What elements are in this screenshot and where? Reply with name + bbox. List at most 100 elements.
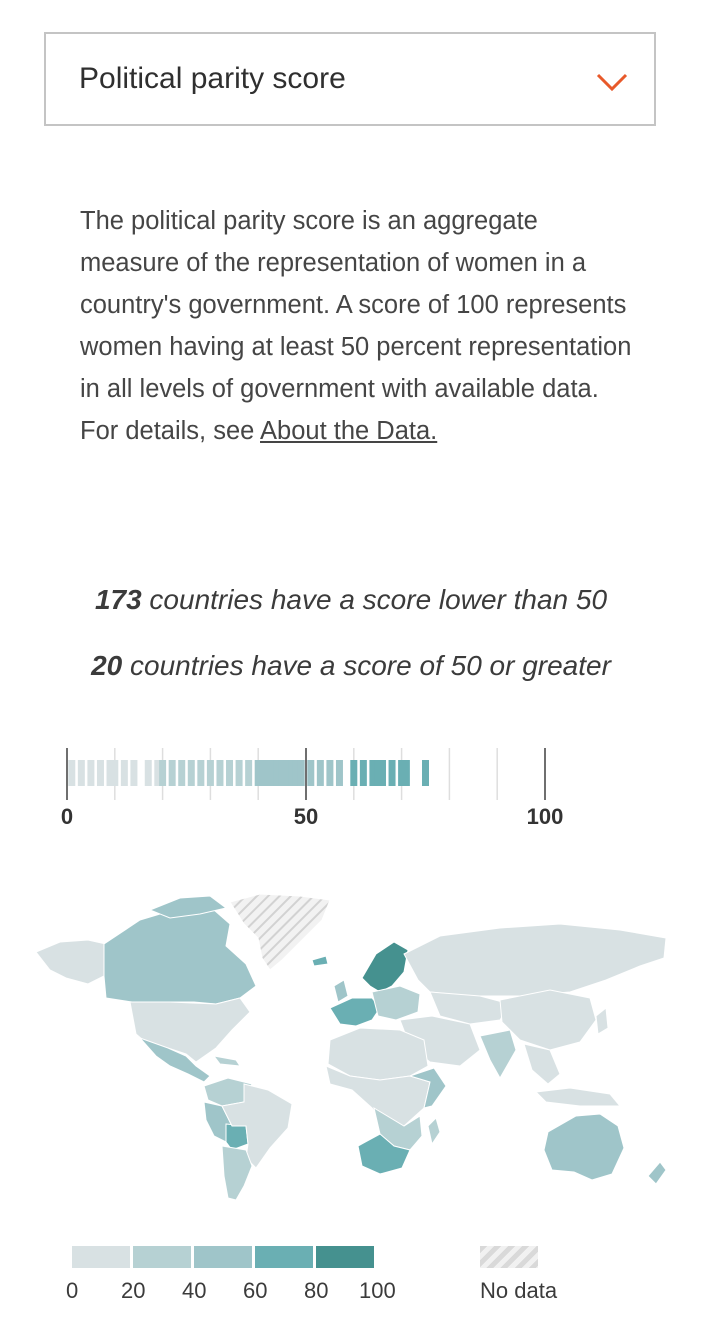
legend-swatch-no-data bbox=[480, 1246, 538, 1268]
bolivia-region[interactable] bbox=[225, 1123, 249, 1151]
stat-count-below: 173 bbox=[94, 584, 142, 615]
caribbean-region[interactable] bbox=[212, 1055, 242, 1067]
strip-country-mark[interactable] bbox=[292, 760, 300, 786]
stat-count-above: 20 bbox=[91, 650, 123, 681]
australia-region[interactable] bbox=[543, 1113, 625, 1181]
legend-swatch-20-40 bbox=[133, 1246, 191, 1268]
strip-country-mark[interactable] bbox=[388, 760, 396, 786]
stat-text-below: countries have a score lower than 50 bbox=[141, 584, 608, 615]
chevron-down-icon[interactable] bbox=[596, 72, 628, 92]
dropdown-selected-label: Political parity score bbox=[79, 62, 346, 95]
legend-swatch-40-60 bbox=[194, 1246, 252, 1268]
strip-tick-label: 0 bbox=[61, 804, 73, 829]
strip-country-mark[interactable] bbox=[350, 760, 358, 786]
legend-tick-60: 60 bbox=[243, 1278, 268, 1303]
central-asia-region[interactable] bbox=[429, 991, 511, 1025]
arctic-islands-region[interactable] bbox=[148, 895, 228, 919]
strip-country-mark[interactable] bbox=[326, 760, 334, 786]
strip-country-mark[interactable] bbox=[159, 760, 167, 786]
strip-country-mark[interactable] bbox=[269, 760, 277, 786]
strip-country-mark[interactable] bbox=[259, 760, 267, 786]
strip-country-mark[interactable] bbox=[369, 760, 377, 786]
strip-country-mark[interactable] bbox=[288, 760, 296, 786]
strip-country-mark[interactable] bbox=[96, 760, 104, 786]
stat-text-above: countries have a score of 50 or greater bbox=[122, 650, 611, 681]
strip-country-mark[interactable] bbox=[378, 760, 386, 786]
strip-country-mark[interactable] bbox=[374, 760, 382, 786]
strip-country-mark[interactable] bbox=[197, 760, 205, 786]
strip-country-mark[interactable] bbox=[278, 760, 286, 786]
legend-tick-0: 0 bbox=[66, 1278, 79, 1303]
east-africa-region[interactable] bbox=[408, 1067, 447, 1109]
alaska-region[interactable] bbox=[35, 939, 107, 985]
strip-country-mark[interactable] bbox=[168, 760, 176, 786]
stat-50-or-greater: 20 countries have a score of 50 or great… bbox=[0, 650, 702, 682]
strip-country-mark[interactable] bbox=[87, 760, 95, 786]
strip-country-mark[interactable] bbox=[130, 760, 138, 786]
strip-country-mark[interactable] bbox=[178, 760, 186, 786]
canada-region[interactable] bbox=[103, 907, 257, 1005]
strip-country-mark[interactable] bbox=[254, 760, 262, 786]
world-map[interactable] bbox=[0, 880, 702, 1220]
strip-country-mark[interactable] bbox=[111, 760, 119, 786]
legend-swatch-0-20 bbox=[72, 1246, 130, 1268]
score-description: The political parity score is an aggrega… bbox=[80, 200, 640, 452]
china-region[interactable] bbox=[499, 989, 597, 1051]
about-the-data-link[interactable]: About the Data. bbox=[260, 417, 438, 445]
legend-tick-40: 40 bbox=[182, 1278, 207, 1303]
india-region[interactable] bbox=[479, 1029, 517, 1080]
eastern-europe-region[interactable] bbox=[371, 985, 421, 1021]
strip-country-mark[interactable] bbox=[335, 760, 343, 786]
southeast-asia-region[interactable] bbox=[523, 1043, 561, 1085]
strip-country-mark[interactable] bbox=[154, 760, 162, 786]
legend-tick-20: 20 bbox=[121, 1278, 146, 1303]
greenland-region[interactable] bbox=[229, 893, 331, 971]
strip-country-mark[interactable] bbox=[187, 760, 195, 786]
strip-country-mark[interactable] bbox=[106, 760, 114, 786]
scandinavia-region[interactable] bbox=[361, 941, 409, 993]
strip-country-mark[interactable] bbox=[402, 760, 410, 786]
legend-swatch-80-100 bbox=[316, 1246, 374, 1268]
strip-country-mark[interactable] bbox=[245, 760, 253, 786]
japan-region[interactable] bbox=[595, 1007, 609, 1035]
iceland-region[interactable] bbox=[311, 955, 329, 967]
strip-country-mark[interactable] bbox=[144, 760, 152, 786]
strip-country-mark[interactable] bbox=[216, 760, 224, 786]
strip-country-mark[interactable] bbox=[226, 760, 234, 786]
strip-country-mark[interactable] bbox=[273, 760, 281, 786]
metric-dropdown[interactable]: Political parity score bbox=[44, 32, 656, 126]
strip-country-mark[interactable] bbox=[297, 760, 305, 786]
legend-no-data-label: No data bbox=[480, 1278, 558, 1303]
mexico-region[interactable] bbox=[139, 1037, 211, 1083]
north-africa-region[interactable] bbox=[327, 1027, 429, 1081]
new-zealand-region[interactable] bbox=[647, 1161, 667, 1185]
strip-country-mark[interactable] bbox=[398, 760, 406, 786]
usa-region[interactable] bbox=[129, 997, 251, 1063]
strip-country-mark[interactable] bbox=[264, 760, 272, 786]
strip-country-mark[interactable] bbox=[316, 760, 324, 786]
legend-tick-80: 80 bbox=[304, 1278, 329, 1303]
strip-country-mark[interactable] bbox=[422, 760, 429, 786]
madagascar-region[interactable] bbox=[427, 1117, 441, 1146]
southern-cone-region[interactable] bbox=[221, 1145, 253, 1201]
strip-country-mark[interactable] bbox=[120, 760, 128, 786]
strip-country-mark[interactable] bbox=[77, 760, 85, 786]
russia-region[interactable] bbox=[403, 923, 667, 997]
south-africa-region[interactable] bbox=[357, 1133, 411, 1175]
strip-country-mark[interactable] bbox=[359, 760, 367, 786]
strip-country-mark[interactable] bbox=[283, 760, 291, 786]
strip-country-mark[interactable] bbox=[235, 760, 243, 786]
strip-tick-label: 50 bbox=[294, 804, 318, 829]
strip-tick-label: 100 bbox=[527, 804, 564, 829]
description-text: The political parity score is an aggrega… bbox=[80, 207, 632, 445]
uk-region[interactable] bbox=[333, 979, 349, 1003]
central-africa-region[interactable] bbox=[325, 1065, 431, 1129]
strip-country-mark[interactable] bbox=[206, 760, 214, 786]
strip-country-mark[interactable] bbox=[68, 760, 76, 786]
map-legend: 0 20 40 60 80 100 No data bbox=[66, 1246, 672, 1316]
legend-swatch-60-80 bbox=[255, 1246, 313, 1268]
strip-country-mark[interactable] bbox=[307, 760, 315, 786]
maritime-asia-region[interactable] bbox=[534, 1087, 622, 1107]
western-europe-region[interactable] bbox=[329, 997, 381, 1027]
stat-below-50: 173 countries have a score lower than 50 bbox=[0, 584, 702, 616]
